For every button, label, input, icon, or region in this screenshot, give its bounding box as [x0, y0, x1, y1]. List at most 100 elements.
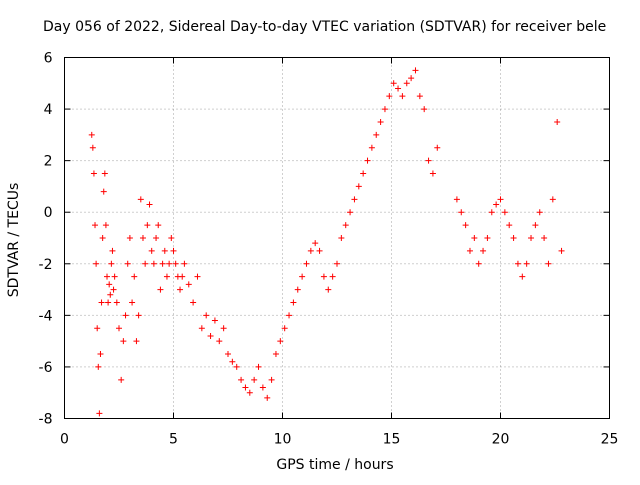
- data-point-plus: [108, 260, 115, 267]
- data-point-plus: [272, 351, 279, 358]
- x-tick-label: 5: [169, 432, 178, 448]
- data-point-plus: [104, 273, 111, 280]
- data-point-plus: [541, 235, 548, 241]
- data-point-plus: [277, 338, 284, 345]
- data-point-plus: [453, 196, 460, 203]
- data-point-plus: [233, 363, 240, 370]
- data-point-plus: [122, 312, 129, 319]
- data-point-plus: [381, 106, 388, 113]
- data-point-plus: [90, 170, 97, 177]
- data-point-plus: [98, 299, 105, 306]
- data-point-plus: [225, 351, 231, 358]
- data-point-plus: [360, 170, 367, 177]
- data-point-plus: [96, 410, 103, 417]
- data-point-plus: [355, 183, 362, 190]
- data-point-plus: [421, 106, 428, 113]
- data-point-plus: [166, 260, 173, 267]
- data-point-plus: [519, 273, 526, 280]
- data-point-plus: [94, 325, 101, 332]
- plot-frame: [64, 57, 610, 419]
- y-tick-label: -8: [39, 412, 53, 428]
- data-point-plus: [425, 157, 432, 164]
- x-tick-label: 20: [492, 432, 510, 448]
- data-point-plus: [416, 93, 423, 100]
- data-point-plus: [179, 273, 186, 280]
- data-point-plus: [181, 260, 188, 267]
- data-point-plus: [109, 247, 116, 254]
- data-point-plus: [229, 358, 236, 365]
- data-point-plus: [170, 247, 177, 254]
- data-point-plus: [185, 281, 192, 288]
- data-point-plus: [316, 247, 323, 254]
- data-point-plus: [312, 240, 319, 247]
- data-point-plus: [157, 286, 164, 293]
- data-point-plus: [251, 376, 258, 383]
- data-point-plus: [89, 144, 96, 151]
- data-point-plus: [484, 235, 491, 241]
- data-point-plus: [458, 209, 465, 216]
- data-point-plus: [105, 299, 112, 306]
- data-point-plus: [246, 389, 253, 396]
- data-point-plus: [286, 312, 293, 319]
- data-point-plus: [545, 260, 552, 267]
- data-point-plus: [377, 118, 384, 125]
- data-point-plus: [399, 93, 406, 100]
- data-point-plus: [488, 209, 495, 216]
- data-point-plus: [163, 273, 170, 280]
- data-point-plus: [364, 157, 371, 164]
- data-point-plus: [558, 247, 565, 254]
- data-point-plus: [93, 260, 100, 267]
- data-point-plus: [172, 260, 179, 267]
- data-point-plus: [159, 260, 166, 267]
- y-tick-label: 0: [44, 205, 53, 221]
- data-point-plus: [161, 247, 168, 254]
- data-point-plus: [155, 222, 162, 229]
- data-point-plus: [506, 222, 513, 229]
- series-sdtvar: [88, 67, 565, 417]
- data-point-plus: [299, 273, 306, 280]
- data-point-plus: [146, 201, 153, 208]
- data-point-plus: [135, 312, 142, 319]
- x-axis-title: GPS time / hours: [276, 457, 393, 473]
- x-tick-label: 15: [383, 432, 401, 448]
- data-point-plus: [497, 196, 504, 203]
- data-point-plus: [139, 235, 146, 241]
- data-point-plus: [514, 260, 521, 267]
- data-point-plus: [99, 235, 106, 241]
- data-point-plus: [510, 235, 517, 241]
- data-point-plus: [493, 201, 500, 208]
- data-point-plus: [113, 299, 120, 306]
- data-point-plus: [462, 222, 469, 229]
- data-point-plus: [403, 80, 410, 87]
- data-point-plus: [528, 235, 535, 241]
- data-point-plus: [126, 235, 133, 241]
- y-tick-label: 4: [44, 102, 53, 118]
- data-point-plus: [475, 260, 482, 267]
- data-point-plus: [216, 338, 223, 345]
- data-point-plus: [198, 325, 205, 332]
- data-point-plus: [107, 291, 114, 298]
- data-point-plus: [203, 312, 210, 319]
- data-point-plus: [142, 260, 149, 267]
- data-point-plus: [351, 196, 358, 203]
- y-tick-label: 6: [44, 51, 53, 67]
- data-point-plus: [238, 376, 245, 383]
- data-point-plus: [408, 75, 415, 82]
- data-point-plus: [144, 222, 151, 229]
- data-point-plus: [294, 286, 301, 293]
- data-point-plus: [386, 93, 393, 100]
- data-point-plus: [554, 118, 561, 125]
- data-point-plus: [106, 281, 113, 288]
- data-point-plus: [549, 196, 556, 203]
- data-point-plus: [120, 338, 127, 345]
- data-point-plus: [168, 235, 175, 241]
- data-point-plus: [342, 222, 349, 229]
- y-tick-label: -6: [39, 360, 53, 376]
- data-point-plus: [97, 351, 104, 358]
- data-point-plus: [429, 170, 436, 177]
- data-point-plus: [501, 209, 508, 216]
- data-point-plus: [347, 209, 354, 216]
- data-point-plus: [303, 260, 310, 267]
- data-point-plus: [101, 170, 108, 177]
